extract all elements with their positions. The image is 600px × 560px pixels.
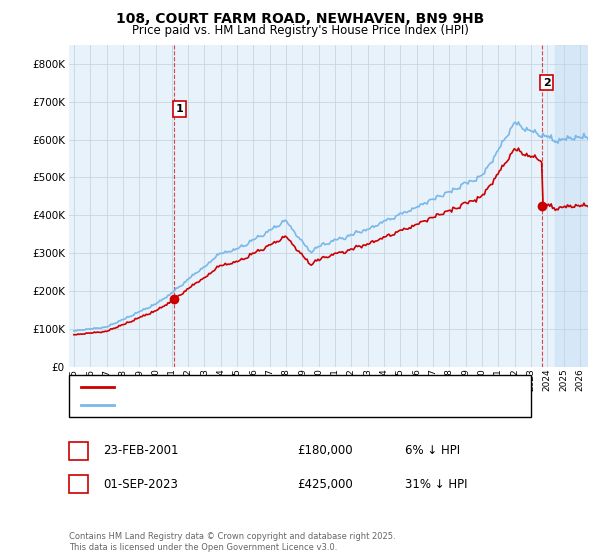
Text: Contains HM Land Registry data © Crown copyright and database right 2025.
This d: Contains HM Land Registry data © Crown c… [69,532,395,552]
Text: 108, COURT FARM ROAD, NEWHAVEN, BN9 9HB (detached house): 108, COURT FARM ROAD, NEWHAVEN, BN9 9HB … [120,382,461,392]
Text: 2: 2 [543,78,551,88]
Text: 2: 2 [74,478,83,491]
Text: 6% ↓ HPI: 6% ↓ HPI [405,444,460,458]
Text: 1: 1 [74,444,83,458]
Text: 31% ↓ HPI: 31% ↓ HPI [405,478,467,491]
Bar [556,45,600,367]
Text: 1: 1 [175,104,183,114]
Text: £425,000: £425,000 [297,478,353,491]
Text: 01-SEP-2023: 01-SEP-2023 [103,478,178,491]
Text: 23-FEB-2001: 23-FEB-2001 [103,444,179,458]
Text: £180,000: £180,000 [297,444,353,458]
Text: Price paid vs. HM Land Registry's House Price Index (HPI): Price paid vs. HM Land Registry's House … [131,24,469,36]
Text: HPI: Average price, detached house, Lewes: HPI: Average price, detached house, Lewe… [120,400,345,410]
Text: 108, COURT FARM ROAD, NEWHAVEN, BN9 9HB: 108, COURT FARM ROAD, NEWHAVEN, BN9 9HB [116,12,484,26]
